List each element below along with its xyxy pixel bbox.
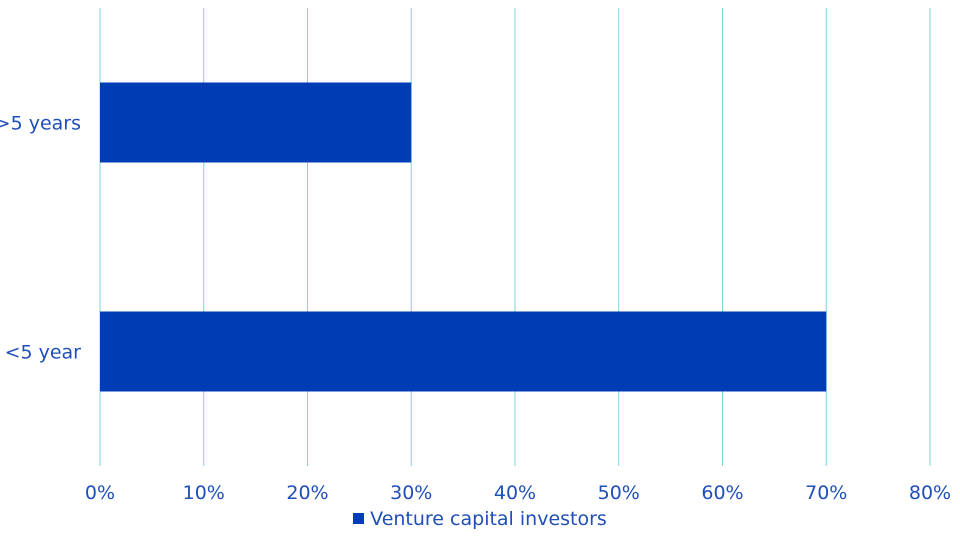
x-tick-label: 50% <box>598 482 640 504</box>
bars <box>100 82 827 392</box>
x-tick-label: 10% <box>183 482 225 504</box>
x-tick-label: 30% <box>390 482 432 504</box>
x-tick-label: 20% <box>286 482 328 504</box>
x-tick-label: 40% <box>494 482 536 504</box>
category-labels: >5 years <5 year <box>0 113 81 364</box>
x-tick-label: 70% <box>805 482 847 504</box>
x-tick-label: 80% <box>909 482 951 504</box>
legend-swatch <box>353 513 365 524</box>
legend: Venture capital investors <box>0 508 960 530</box>
x-tick-label: 60% <box>701 482 743 504</box>
bar <box>100 311 827 392</box>
bar <box>100 82 412 163</box>
x-axis-tick-labels: 0% 10% 20% 30% 40% 50% 60% 70% 80% <box>85 482 951 504</box>
category-label: <5 year <box>5 342 82 364</box>
legend-label: Venture capital investors <box>370 508 607 530</box>
grid-lines <box>99 8 931 466</box>
x-tick-label: 0% <box>85 482 115 504</box>
category-label: >5 years <box>0 113 81 135</box>
